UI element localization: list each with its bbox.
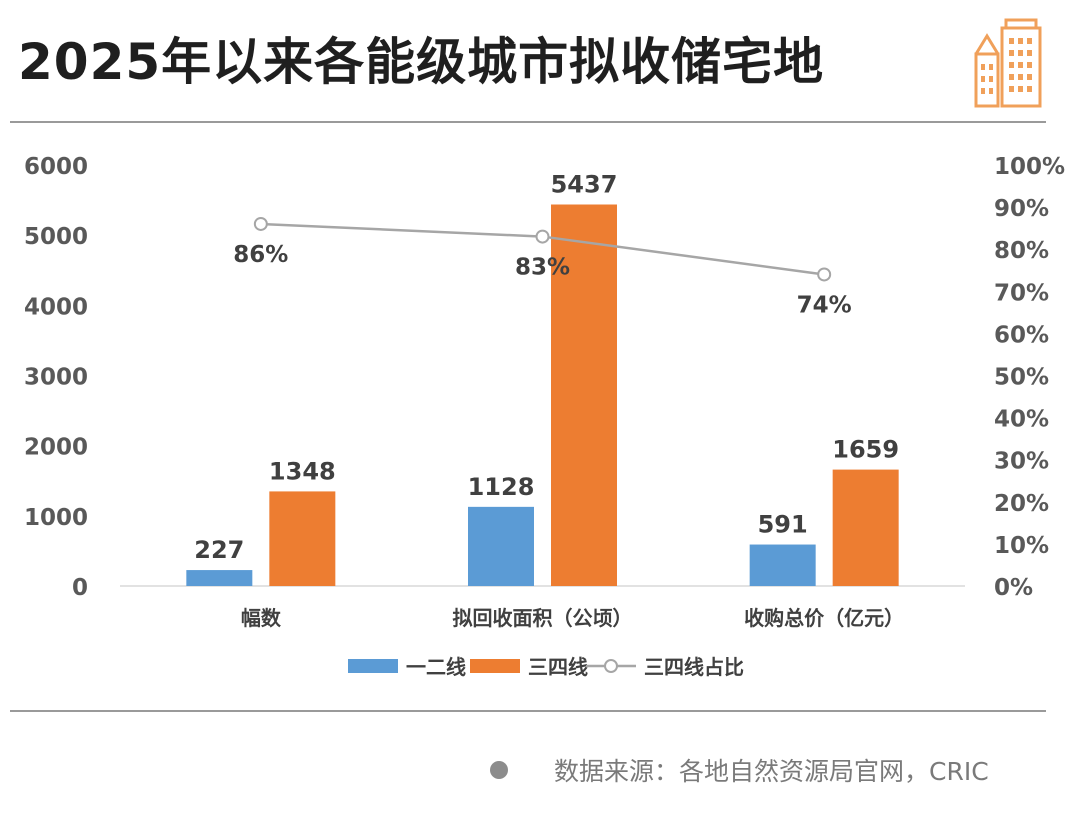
y2-tick-label: 90%: [994, 196, 1049, 222]
bar-tier12: [468, 506, 534, 586]
bar-value-label: 227: [194, 536, 244, 564]
legend-label: 三四线占比: [644, 655, 744, 679]
page-title: 2025年以来各能级城市拟收储宅地: [18, 33, 825, 91]
bar-tier34: [551, 204, 617, 586]
y2-tick-label: 50%: [994, 365, 1049, 391]
line-point: [817, 267, 832, 282]
y2-tick-label: 70%: [994, 280, 1049, 306]
legend-swatch: [348, 659, 398, 673]
y-tick-label: 1000: [24, 505, 88, 531]
legend-line-marker: [604, 659, 618, 673]
bar-value-label: 1348: [269, 457, 336, 485]
y-tick-label: 2000: [24, 435, 88, 461]
bar-value-label: 5437: [551, 171, 618, 199]
line-value-label: 83%: [515, 255, 570, 281]
bar-tier12: [186, 570, 253, 586]
bar-line-chart: 0 1000 2000 3000 4000 5000 6000 0% 10% 20% 30% 40% 5…: [24, 154, 1065, 679]
legend-label: 三四线: [528, 655, 588, 679]
bar-tier34: [269, 491, 336, 586]
bar-value-label: 1659: [832, 436, 899, 464]
legend-label: 一二线: [406, 655, 466, 679]
line-point: [253, 216, 268, 231]
line-value-label: 86%: [233, 242, 288, 268]
bar-value-label: 1128: [468, 473, 535, 501]
building-icon: [974, 18, 1042, 108]
source-note: 数据来源：各地自然资源局官网，CRIC: [490, 752, 989, 788]
x-category-label: 拟回收面积（公顷）: [453, 606, 633, 630]
x-category-label: 收购总价（亿元）: [744, 606, 904, 630]
bar-tier34: [832, 469, 899, 586]
bar-tier12: [749, 544, 816, 586]
y-tick-label: 6000: [24, 154, 88, 180]
y2-tick-label: 40%: [994, 407, 1049, 433]
legend-swatch: [470, 659, 520, 673]
y2-tick-label: 0%: [994, 575, 1033, 601]
dot-icon: [490, 761, 508, 779]
y-tick-label: 3000: [24, 365, 88, 391]
line-value-label: 74%: [797, 292, 852, 318]
footer-divider: [10, 710, 1046, 712]
y-tick-label: 4000: [24, 294, 88, 320]
x-category-label: 幅数: [241, 606, 282, 630]
title-divider: [10, 121, 1046, 123]
y-tick-label: 5000: [24, 224, 88, 250]
y2-tick-label: 60%: [994, 322, 1049, 348]
line-point: [535, 229, 550, 244]
y2-tick-label: 100%: [994, 154, 1065, 180]
y2-tick-label: 80%: [994, 238, 1049, 264]
y2-tick-label: 20%: [994, 491, 1049, 517]
bar-value-label: 591: [758, 511, 808, 539]
source-text: 数据来源：各地自然资源局官网，CRIC: [554, 757, 989, 786]
y2-tick-label: 10%: [994, 533, 1049, 559]
y2-tick-label: 30%: [994, 449, 1049, 475]
y-tick-label: 0: [72, 575, 88, 601]
